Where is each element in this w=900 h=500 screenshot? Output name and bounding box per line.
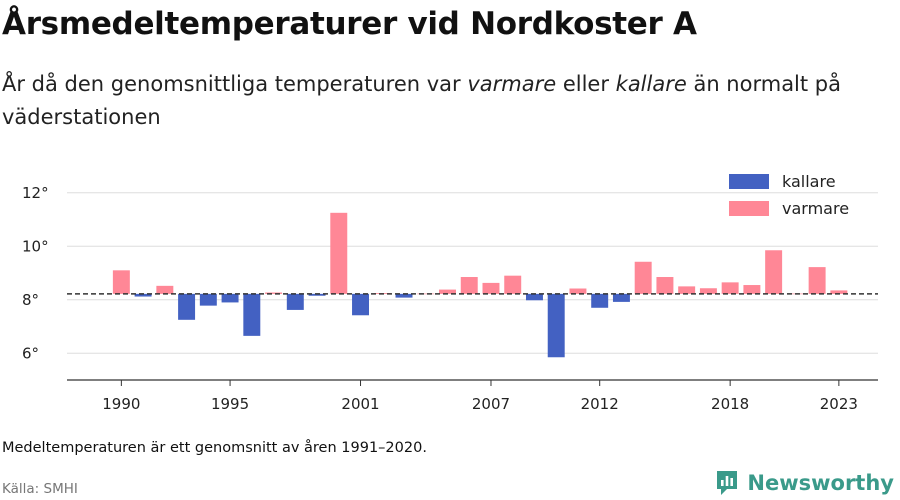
brand-name: Newsworthy — [747, 471, 894, 495]
y-tick-label: 6° — [22, 344, 39, 362]
bar-colder — [221, 293, 239, 303]
subtitle-colder-word: kallare — [615, 72, 687, 96]
y-tick-label: 8° — [22, 291, 39, 309]
bar-warmer — [417, 293, 435, 295]
newsworthy-logo-icon — [717, 471, 738, 495]
subtitle-part3: än normalt på väderstationen — [2, 72, 841, 129]
bar-warmer — [330, 212, 348, 294]
x-tick-label: 1990 — [102, 395, 140, 413]
subtitle-part2: eller — [556, 72, 616, 96]
bar-colder — [199, 293, 217, 306]
bar-warmer — [460, 277, 478, 294]
bar-warmer — [569, 288, 587, 294]
bar-colder — [591, 293, 609, 308]
legend-swatch-colder — [729, 174, 769, 189]
bar-warmer — [699, 288, 717, 294]
legend-label-colder: kallare — [782, 172, 836, 191]
y-tick-label: 10° — [22, 237, 49, 255]
subtitle-part1: År då den genomsnittliga temperaturen va… — [2, 72, 468, 96]
footnote: Medeltemperaturen är ett genomsnitt av å… — [2, 440, 427, 456]
bar-warmer — [156, 285, 174, 294]
bar-colder — [395, 293, 413, 298]
bar-warmer — [678, 286, 696, 294]
x-tick-label: 2012 — [581, 395, 619, 413]
bar-warmer — [504, 275, 522, 294]
axes: 6° 8° 10° 12° 1990 1995 2001 2007 2012 2018 2023 — [22, 184, 878, 413]
y-tick-label: 12° — [22, 184, 49, 202]
source-text: Källa: SMHI — [2, 481, 78, 497]
bar-warmer — [439, 289, 456, 294]
bars — [112, 212, 848, 358]
temperature-bar-chart: 6° 8° 10° 12° 1990 1995 2001 2007 2012 2018 2023 k… — [22, 172, 878, 413]
bar-colder — [134, 293, 152, 297]
legend-label-warmer: varmare — [782, 199, 849, 218]
bar-colder — [612, 293, 630, 302]
grid-lines — [67, 192, 878, 354]
bar-warmer — [830, 290, 848, 294]
x-tick-label: 2018 — [711, 395, 749, 413]
bar-warmer — [482, 282, 500, 294]
bar-warmer — [721, 282, 739, 294]
x-tick-label: 2007 — [472, 395, 510, 413]
x-tick-label: 2023 — [820, 395, 858, 413]
chart-title: Årsmedeltemperaturer vid Nordkoster A — [2, 6, 697, 42]
bar-colder — [308, 293, 326, 296]
bar-colder — [352, 293, 370, 316]
bar-warmer — [634, 261, 652, 294]
chart-subtitle: År då den genomsnittliga temperaturen va… — [2, 68, 882, 134]
subtitle-warmer-word: varmare — [467, 72, 557, 96]
bar-colder — [547, 293, 565, 358]
bar-warmer — [112, 270, 130, 294]
legend-swatch-warmer — [729, 201, 769, 216]
x-tick-label: 1995 — [211, 395, 249, 413]
bar-warmer — [656, 277, 674, 294]
legend: kallare varmare — [729, 172, 849, 218]
bar-colder — [525, 293, 543, 301]
x-tick-label: 2001 — [341, 395, 379, 413]
bar-warmer — [808, 267, 826, 294]
bar-colder — [243, 293, 261, 336]
bar-warmer — [265, 292, 283, 294]
bar-colder — [178, 293, 196, 320]
bar-warmer — [743, 285, 761, 294]
brand-logo: Newsworthy — [715, 468, 894, 498]
bar-warmer — [765, 250, 783, 294]
bar-colder — [286, 293, 304, 310]
